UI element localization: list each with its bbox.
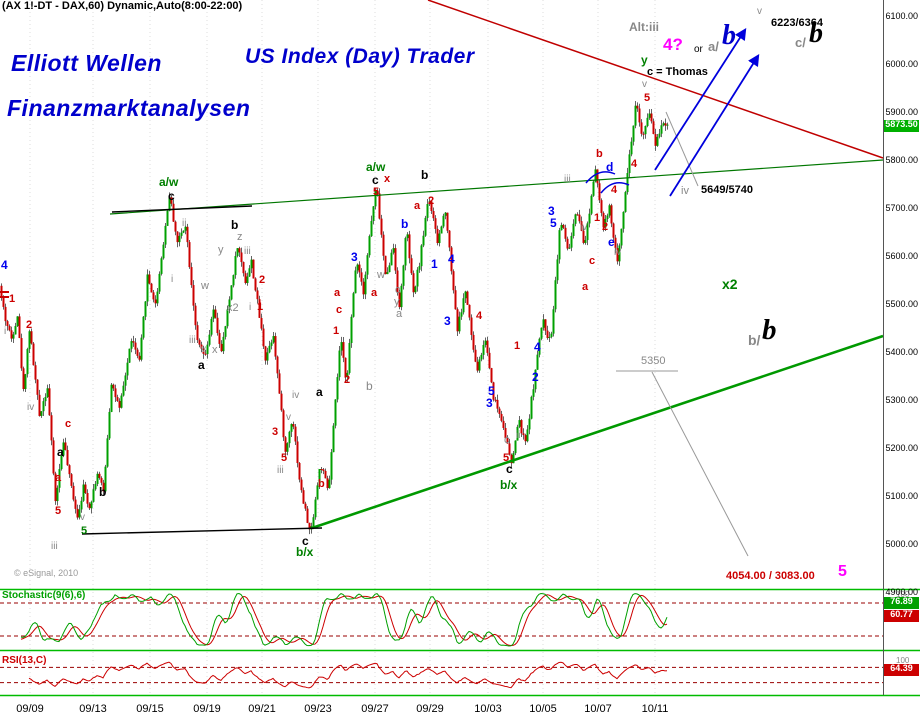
- blue-arc-mark[interactable]: [585, 171, 616, 184]
- stochastic-d-line: [20, 594, 668, 647]
- projection-arrow[interactable]: [669, 54, 760, 197]
- red-resistance-trendline[interactable]: [427, 0, 884, 159]
- candlesticks: [0, 100, 669, 535]
- stochastic-k-line: [20, 592, 668, 647]
- pointer-line-4054[interactable]: [651, 371, 749, 557]
- pointer-line-iv[interactable]: [665, 111, 699, 187]
- black-resistance-line[interactable]: [111, 205, 253, 213]
- black-support-line[interactable]: [81, 527, 323, 535]
- rsi-line: [28, 661, 668, 689]
- blue-arc-mark[interactable]: [600, 182, 630, 194]
- upper-green-trendline[interactable]: [109, 159, 884, 215]
- lower-green-trendline[interactable]: [311, 334, 884, 530]
- projection-arrow[interactable]: [654, 28, 747, 171]
